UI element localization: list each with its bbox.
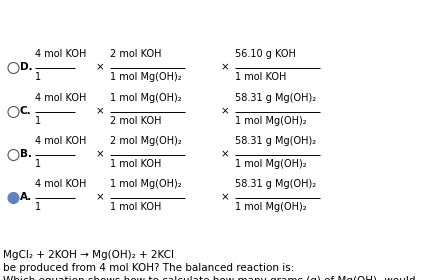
Text: 1 mol Mg(OH)₂: 1 mol Mg(OH)₂ bbox=[110, 72, 182, 82]
Text: ×: × bbox=[95, 62, 104, 72]
Text: A.: A. bbox=[20, 192, 32, 202]
Text: be produced from 4 mol KOH? The balanced reaction is:: be produced from 4 mol KOH? The balanced… bbox=[3, 263, 294, 273]
Text: ×: × bbox=[95, 192, 104, 202]
Text: 4 mol KOH: 4 mol KOH bbox=[35, 136, 86, 146]
Text: ×: × bbox=[95, 106, 104, 116]
Text: 1: 1 bbox=[35, 202, 41, 212]
Circle shape bbox=[8, 62, 19, 74]
Text: 4 mol KOH: 4 mol KOH bbox=[35, 93, 86, 103]
Text: 1 mol Mg(OH)₂: 1 mol Mg(OH)₂ bbox=[110, 93, 182, 103]
Text: 58.31 g Mg(OH)₂: 58.31 g Mg(OH)₂ bbox=[235, 179, 316, 189]
Text: D.: D. bbox=[20, 62, 32, 72]
Text: 4 mol KOH: 4 mol KOH bbox=[35, 49, 86, 59]
Text: ×: × bbox=[95, 149, 104, 159]
Text: 1 mol KOH: 1 mol KOH bbox=[235, 72, 286, 82]
Text: 1 mol KOH: 1 mol KOH bbox=[110, 202, 161, 212]
Text: 58.31 g Mg(OH)₂: 58.31 g Mg(OH)₂ bbox=[235, 136, 316, 146]
Text: 1 mol Mg(OH)₂: 1 mol Mg(OH)₂ bbox=[235, 202, 307, 212]
Text: ×: × bbox=[221, 192, 230, 202]
Text: ×: × bbox=[221, 106, 230, 116]
Text: ×: × bbox=[221, 149, 230, 159]
Text: B.: B. bbox=[20, 149, 32, 159]
Text: 2 mol KOH: 2 mol KOH bbox=[110, 49, 162, 59]
Text: 1 mol Mg(OH)₂: 1 mol Mg(OH)₂ bbox=[235, 116, 307, 126]
Text: C.: C. bbox=[20, 106, 32, 116]
Text: 1: 1 bbox=[35, 116, 41, 126]
Text: ×: × bbox=[221, 62, 230, 72]
Text: 1: 1 bbox=[35, 72, 41, 82]
Text: 58.31 g Mg(OH)₂: 58.31 g Mg(OH)₂ bbox=[235, 93, 316, 103]
Text: 1 mol Mg(OH)₂: 1 mol Mg(OH)₂ bbox=[110, 179, 182, 189]
Text: 2 mol KOH: 2 mol KOH bbox=[110, 116, 162, 126]
Text: 1: 1 bbox=[35, 159, 41, 169]
Text: Which equation shows how to calculate how many grams (g) of Mg(OH)₂ would: Which equation shows how to calculate ho… bbox=[3, 276, 416, 280]
Text: 1 mol Mg(OH)₂: 1 mol Mg(OH)₂ bbox=[235, 159, 307, 169]
Text: 2 mol Mg(OH)₂: 2 mol Mg(OH)₂ bbox=[110, 136, 182, 146]
Text: 56.10 g KOH: 56.10 g KOH bbox=[235, 49, 296, 59]
Circle shape bbox=[8, 150, 19, 160]
Text: MgCl₂ + 2KOH → Mg(OH)₂ + 2KCl: MgCl₂ + 2KOH → Mg(OH)₂ + 2KCl bbox=[3, 250, 174, 260]
Text: 4 mol KOH: 4 mol KOH bbox=[35, 179, 86, 189]
Circle shape bbox=[8, 106, 19, 118]
Text: 1 mol KOH: 1 mol KOH bbox=[110, 159, 161, 169]
Circle shape bbox=[8, 193, 19, 204]
